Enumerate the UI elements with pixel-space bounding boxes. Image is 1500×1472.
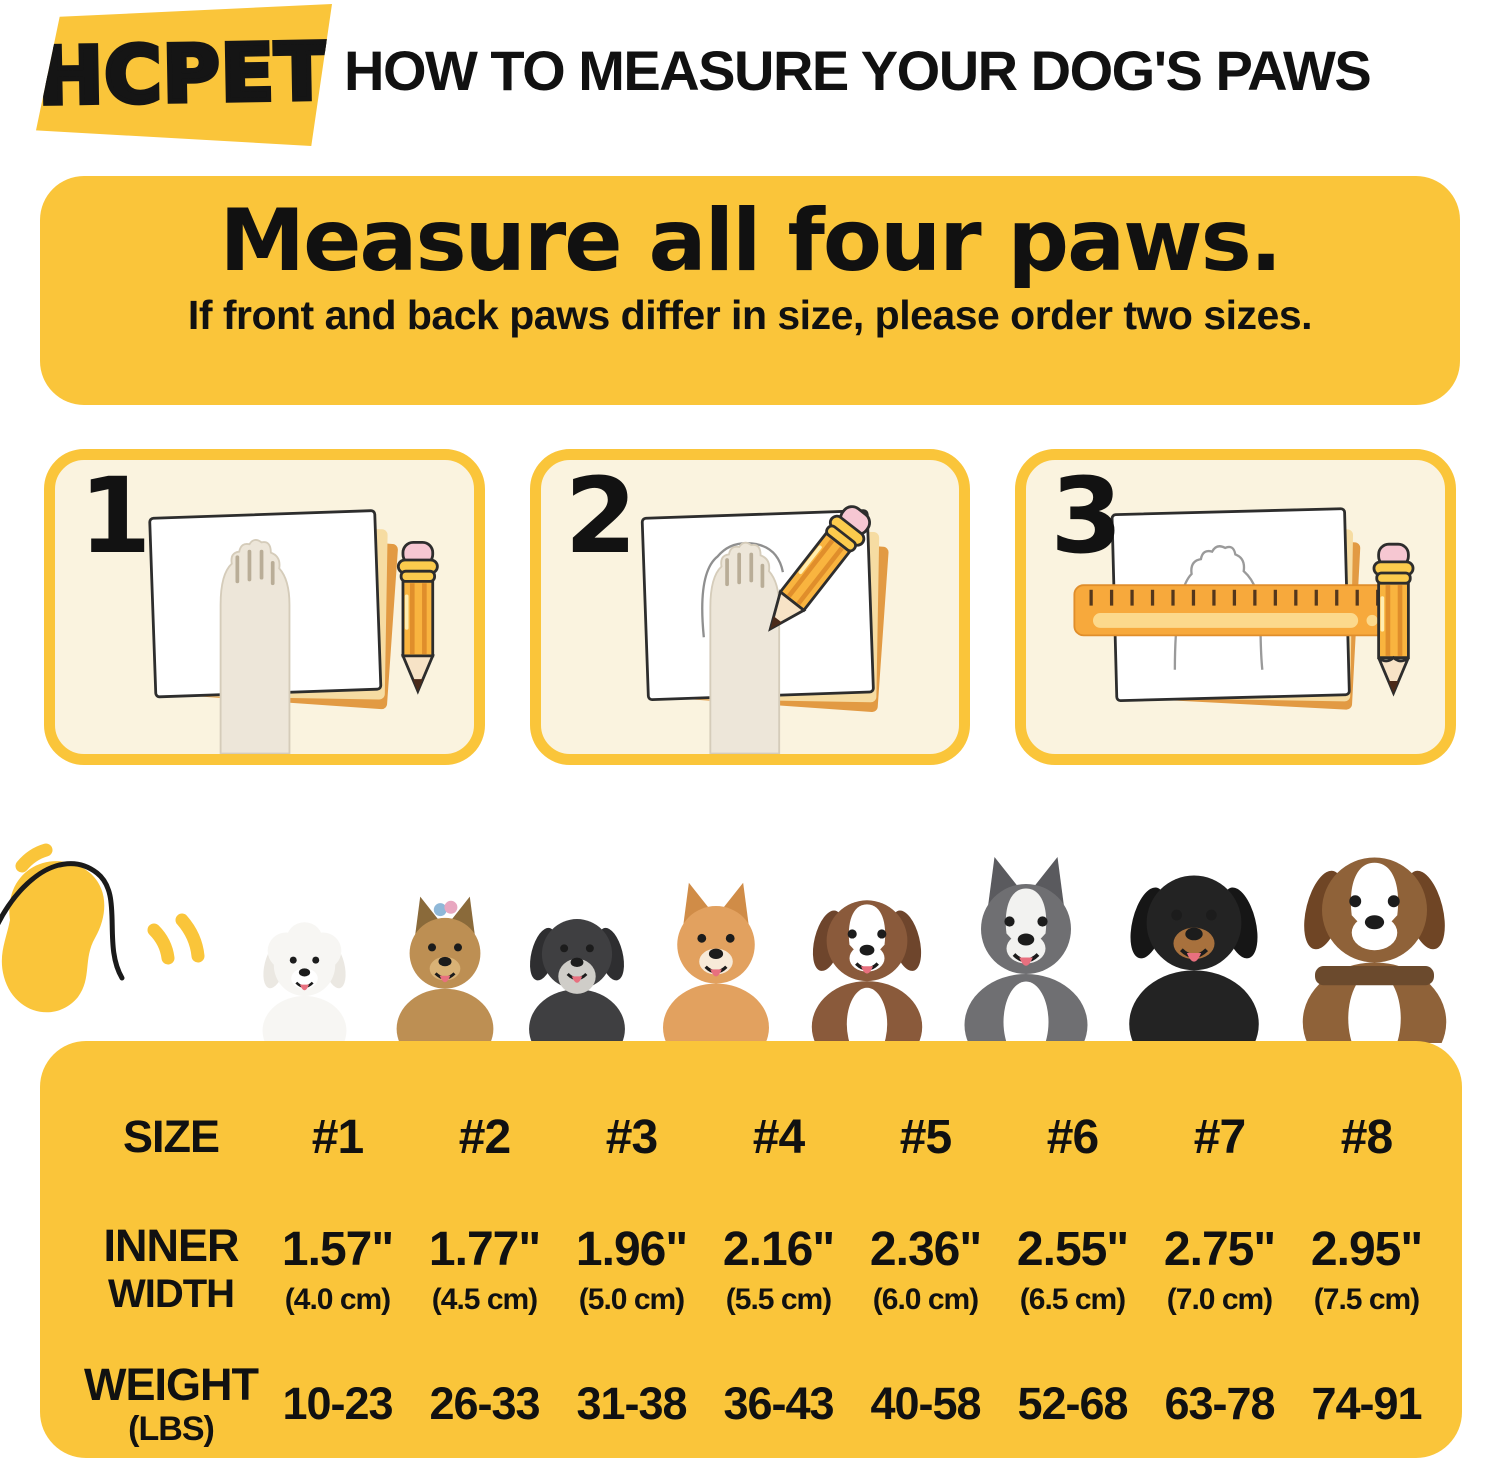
dog-bichon-frise (262, 922, 347, 1043)
brand-name: HCPET (36, 25, 332, 125)
row-label-size: SIZE (122, 1110, 220, 1162)
dog-shiba-inu (663, 882, 770, 1043)
pencil-icon (396, 540, 439, 695)
inner-width-cell-3: 1.96" (5.0 cm) (575, 1222, 688, 1316)
ruler-icon (1073, 584, 1397, 637)
dog-paw-icon (709, 541, 780, 754)
inner-width-cell-7: 2.75" (7.0 cm) (1163, 1222, 1276, 1316)
step-card-2: 2 (529, 449, 971, 765)
size-cell-1: #1 (311, 1110, 364, 1164)
hcpet-logo: HCPET (36, 4, 332, 146)
weight-cell-5: 40-58 (870, 1378, 981, 1429)
step-number-3: 3 (1050, 455, 1123, 577)
dog-saint-bernard (1302, 857, 1447, 1043)
dog-rottweiler (1129, 875, 1259, 1043)
step-card-3: 3 (1015, 449, 1457, 765)
size-chart-table: SIZE #1 #2 #3 #4 #5 #6 #7 #8 INNER WIDTH 1.57" (4.0 … (40, 1041, 1462, 1458)
weight-cell-4: 36-43 (723, 1378, 834, 1429)
step-card-1: 1 (44, 449, 485, 765)
dog-lineup (0, 780, 1500, 1043)
step-number-2: 2 (564, 455, 638, 577)
size-cell-5: #5 (899, 1110, 952, 1164)
trace-paw-illustration (640, 505, 889, 754)
weight-cell-1: 10-23 (282, 1378, 393, 1429)
dog-miniature-schnauzer (529, 919, 626, 1043)
inner-width-cell-8: 2.95" (7.5 cm) (1310, 1222, 1423, 1316)
dog-alaskan-malamute (964, 857, 1088, 1043)
weight-cell-2: 26-33 (429, 1378, 540, 1429)
row-label-inner-width: INNER WIDTH (103, 1220, 239, 1316)
inner-width-cell-6: 2.55" (6.5 cm) (1016, 1222, 1129, 1316)
inner-width-cell-4: 2.16" (5.5 cm) (722, 1222, 835, 1316)
weight-cell-6: 52-68 (1017, 1378, 1128, 1429)
size-cell-7: #7 (1193, 1110, 1246, 1164)
inner-width-cell-1: 1.57" (4.0 cm) (281, 1222, 394, 1316)
banner-headline: Measure all four paws. (219, 191, 1283, 291)
inner-width-cell-5: 2.36" (6.0 cm) (869, 1222, 982, 1316)
pencil-icon (767, 505, 871, 632)
dog-row (237, 780, 1462, 1043)
paw-on-paper-illustration (148, 509, 439, 754)
weight-cell-3: 31-38 (576, 1378, 687, 1429)
row-label-weight: WEIGHT (LBS) (84, 1358, 259, 1449)
size-cell-3: #3 (605, 1110, 658, 1164)
pencil-icon (1372, 542, 1415, 697)
step-number-1: 1 (79, 455, 152, 577)
dog-australian-shepherd (811, 900, 922, 1043)
banner-subline: If front and back paws differ in size, p… (187, 292, 1313, 339)
size-cell-6: #6 (1046, 1110, 1099, 1164)
page-title: HOW TO MEASURE YOUR DOG'S PAWS (344, 39, 1372, 102)
size-cell-8: #8 (1340, 1110, 1393, 1164)
trace-line (700, 542, 784, 638)
size-cell-4: #4 (752, 1110, 805, 1164)
measure-banner: Measure all four paws. If front and back… (40, 176, 1460, 405)
weight-cell-7: 63-78 (1164, 1378, 1275, 1429)
size-chart-grid: SIZE #1 #2 #3 #4 #5 #6 #7 #8 INNER WIDTH 1.57" (4.0 … (40, 1041, 1462, 1463)
size-cell-2: #2 (458, 1110, 511, 1164)
weight-cell-8: 74-91 (1311, 1378, 1422, 1429)
inner-width-cell-2: 1.77" (4.5 cm) (428, 1222, 541, 1316)
measure-outline-illustration (1073, 507, 1415, 710)
dog-yorkshire-terrier (396, 896, 494, 1043)
steps-row: 1 (44, 449, 1457, 765)
dog-paw-icon (219, 539, 291, 754)
swoosh-decoration (0, 843, 205, 1013)
